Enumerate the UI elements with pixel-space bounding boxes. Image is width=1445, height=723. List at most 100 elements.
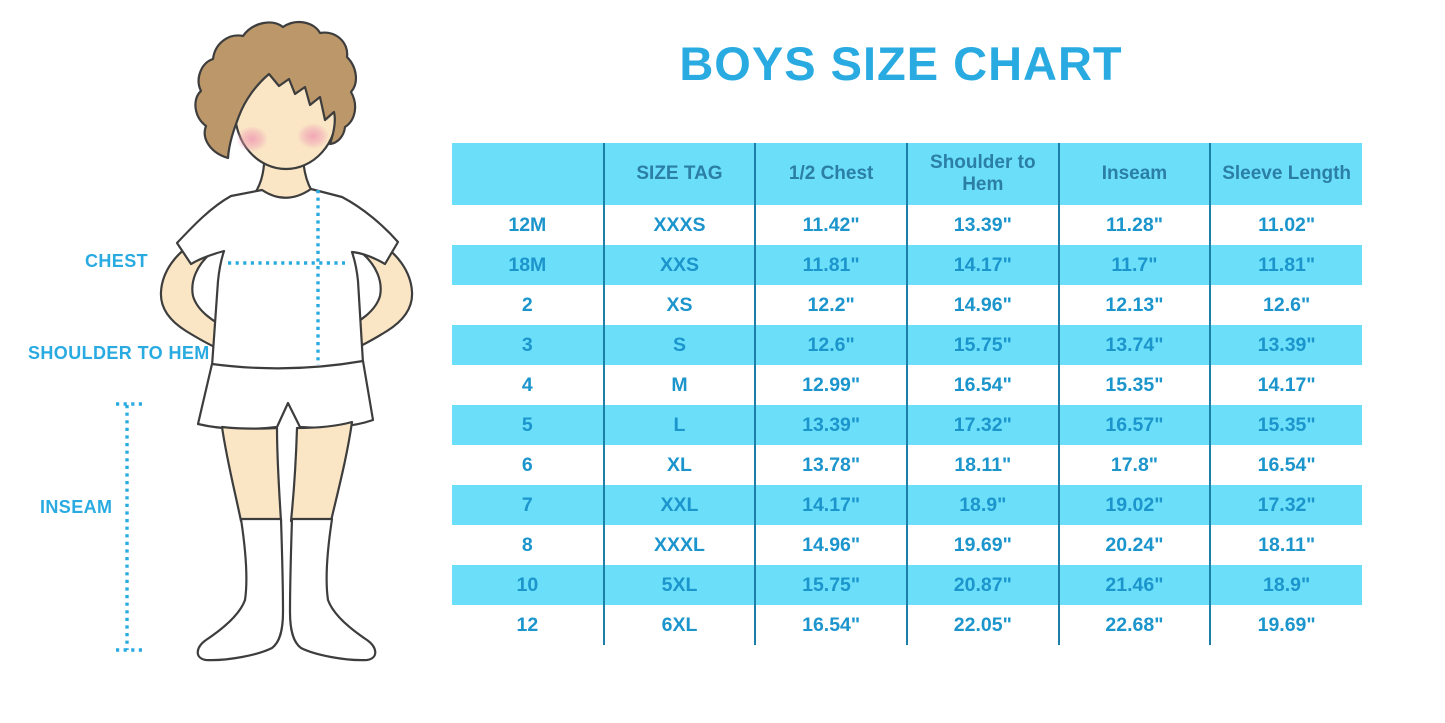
chest-label: CHEST: [85, 251, 149, 271]
boy-illustration-svg: [116, 20, 414, 662]
table-cell: 18M: [452, 245, 604, 285]
table-cell: 17.32": [1209, 485, 1362, 525]
header-row: SIZE TAG 1/2 Chest Shoulder to Hem Inseam Sl…: [452, 143, 1362, 205]
table-cell: L: [602, 405, 756, 445]
table-row: 12M XXXS 11.42" 13.39" 11.28" 11.02": [452, 205, 1362, 245]
table-row: 5 L 13.39" 17.32" 16.57" 15.35": [452, 405, 1362, 445]
table-cell: 13.39": [905, 205, 1059, 245]
table-cell: 16.57": [1057, 405, 1211, 445]
column-header: Inseam: [1057, 143, 1211, 205]
table-cell: XXL: [602, 485, 756, 525]
table-cell: 2: [452, 285, 604, 325]
table-cell: 18.9": [905, 485, 1059, 525]
table-cell: 13.78": [754, 445, 907, 485]
table-row: 12 6XL 16.54" 22.05" 22.68" 19.69": [452, 605, 1362, 645]
table-cell: 19.69": [1209, 605, 1362, 645]
table-cell: 11.81": [754, 245, 907, 285]
column-header: Shoulder to Hem: [905, 143, 1059, 205]
table-cell: 5: [452, 405, 604, 445]
table-cell: 18.9": [1209, 565, 1362, 605]
table-cell: 18.11": [1209, 525, 1362, 565]
table-cell: 12.6": [754, 325, 907, 365]
table-cell: 22.68": [1057, 605, 1211, 645]
table-row: 18M XXS 11.81" 14.17" 11.7" 11.81": [452, 245, 1362, 285]
table-cell: 3: [452, 325, 604, 365]
boy-hair: [194, 20, 357, 160]
table-cell: 16.54": [905, 365, 1059, 405]
table-row: 4 M 12.99" 16.54" 15.35" 14.17": [452, 365, 1362, 405]
table-row: 8 XXXL 14.96" 19.69" 20.24" 18.11": [452, 525, 1362, 565]
table-cell: 11.02": [1209, 205, 1362, 245]
table-cell: 11.81": [1209, 245, 1362, 285]
table-cell: 6XL: [602, 605, 756, 645]
table-cell: 12.13": [1057, 285, 1211, 325]
table-cell: 19.02": [1057, 485, 1211, 525]
table-cell: 13.39": [754, 405, 907, 445]
table-cell: 14.17": [754, 485, 907, 525]
table-cell: M: [602, 365, 756, 405]
table-cell: 14.17": [905, 245, 1059, 285]
table-cell: 12.2": [754, 285, 907, 325]
boy-blush-left: [236, 126, 268, 152]
boy-right-leg: [289, 420, 354, 523]
table-cell: 15.75": [905, 325, 1059, 365]
table-cell: 6: [452, 445, 604, 485]
boy-right-sock: [288, 517, 377, 662]
table-cell: S: [602, 325, 756, 365]
boy-illustration: [0, 0, 450, 723]
boy-shorts: [196, 359, 375, 431]
column-header: [452, 143, 604, 205]
table-cell: 17.32": [905, 405, 1059, 445]
table-cell: 19.69": [905, 525, 1059, 565]
table-cell: 12M: [452, 205, 604, 245]
boy-left-sock: [196, 517, 285, 662]
table-cell: 10: [452, 565, 604, 605]
table-row: 3 S 12.6" 15.75" 13.74" 13.39": [452, 325, 1362, 365]
table-cell: 14.96": [905, 285, 1059, 325]
table-cell: 12.6": [1209, 285, 1362, 325]
size-table-body: 12M XXXS 11.42" 13.39" 11.28" 11.02" 18M XXS 11.…: [452, 205, 1362, 645]
table-cell: 15.75": [754, 565, 907, 605]
table-cell: 11.42": [754, 205, 907, 245]
table-cell: 17.8": [1057, 445, 1211, 485]
column-header: SIZE TAG: [602, 143, 756, 205]
table-cell: 13.74": [1057, 325, 1211, 365]
table-cell: 4: [452, 365, 604, 405]
table-cell: 8: [452, 525, 604, 565]
table-cell: 13.39": [1209, 325, 1362, 365]
table-row: 6 XL 13.78" 18.11" 17.8" 16.54": [452, 445, 1362, 485]
size-table-header: SIZE TAG 1/2 Chest Shoulder to Hem Inseam Sl…: [452, 143, 1362, 205]
table-cell: XS: [602, 285, 756, 325]
shoulder-to-hem-label: SHOULDER TO HEM: [28, 343, 210, 363]
boy-blush-right: [297, 123, 329, 149]
table-cell: 12: [452, 605, 604, 645]
column-header: Sleeve Length: [1209, 143, 1362, 205]
table-cell: 16.54": [1209, 445, 1362, 485]
table-cell: 12.99": [754, 365, 907, 405]
size-table: SIZE TAG 1/2 Chest Shoulder to Hem Inseam Sl…: [452, 143, 1362, 645]
table-cell: 16.54": [754, 605, 907, 645]
table-cell: 14.96": [754, 525, 907, 565]
column-header: 1/2 Chest: [754, 143, 907, 205]
table-cell: 20.87": [905, 565, 1059, 605]
table-cell: XXXL: [602, 525, 756, 565]
page-title: BOYS SIZE CHART: [679, 37, 1123, 90]
table-cell: 5XL: [602, 565, 756, 605]
table-cell: 15.35": [1057, 365, 1211, 405]
table-row: 7 XXL 14.17" 18.9" 19.02" 17.32": [452, 485, 1362, 525]
table-cell: 18.11": [905, 445, 1059, 485]
table-cell: XXS: [602, 245, 756, 285]
table-cell: 14.17": [1209, 365, 1362, 405]
size-table-container: SIZE TAG 1/2 Chest Shoulder to Hem Inseam Sl…: [452, 143, 1362, 645]
table-row: 10 5XL 15.75" 20.87" 21.46" 18.9": [452, 565, 1362, 605]
table-cell: 7: [452, 485, 604, 525]
table-cell: 21.46": [1057, 565, 1211, 605]
table-cell: 11.7": [1057, 245, 1211, 285]
table-cell: XXXS: [602, 205, 756, 245]
table-cell: 15.35": [1209, 405, 1362, 445]
boy-left-leg: [220, 425, 283, 523]
table-cell: 20.24": [1057, 525, 1211, 565]
table-cell: 22.05": [905, 605, 1059, 645]
inseam-label: INSEAM: [40, 497, 113, 517]
